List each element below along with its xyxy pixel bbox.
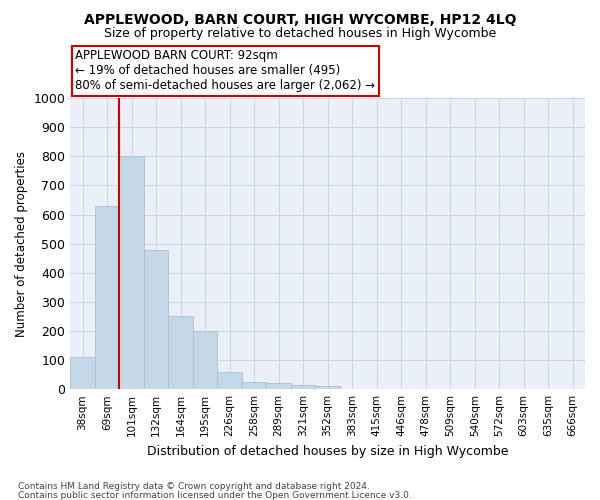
X-axis label: Distribution of detached houses by size in High Wycombe: Distribution of detached houses by size … [147,444,508,458]
Bar [316,386,340,389]
Text: Size of property relative to detached houses in High Wycombe: Size of property relative to detached ho… [104,28,496,40]
Text: Contains HM Land Registry data © Crown copyright and database right 2024.: Contains HM Land Registry data © Crown c… [18,482,370,491]
Bar [193,331,217,389]
Bar [95,206,119,389]
Bar [291,385,316,389]
Bar [70,357,95,389]
Text: APPLEWOOD BARN COURT: 92sqm
← 19% of detached houses are smaller (495)
80% of se: APPLEWOOD BARN COURT: 92sqm ← 19% of det… [76,50,376,92]
Bar [242,382,266,389]
Bar [217,372,242,389]
Bar [119,156,144,389]
Y-axis label: Number of detached properties: Number of detached properties [15,150,28,336]
Bar [266,384,291,389]
Text: APPLEWOOD, BARN COURT, HIGH WYCOMBE, HP12 4LQ: APPLEWOOD, BARN COURT, HIGH WYCOMBE, HP1… [84,12,516,26]
Bar [144,250,169,389]
Bar [169,316,193,389]
Text: Contains public sector information licensed under the Open Government Licence v3: Contains public sector information licen… [18,490,412,500]
